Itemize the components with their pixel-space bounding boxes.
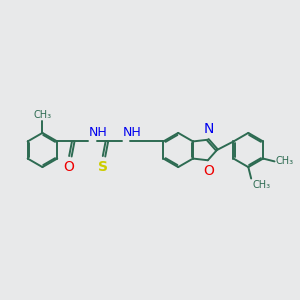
Text: NH: NH: [88, 126, 107, 139]
Text: CH₃: CH₃: [33, 110, 52, 120]
Text: CH₃: CH₃: [276, 156, 294, 167]
Text: O: O: [203, 164, 214, 178]
Text: N: N: [203, 122, 214, 136]
Text: O: O: [63, 160, 74, 174]
Text: NH: NH: [122, 126, 141, 139]
Text: S: S: [98, 160, 109, 174]
Text: CH₃: CH₃: [252, 180, 270, 190]
